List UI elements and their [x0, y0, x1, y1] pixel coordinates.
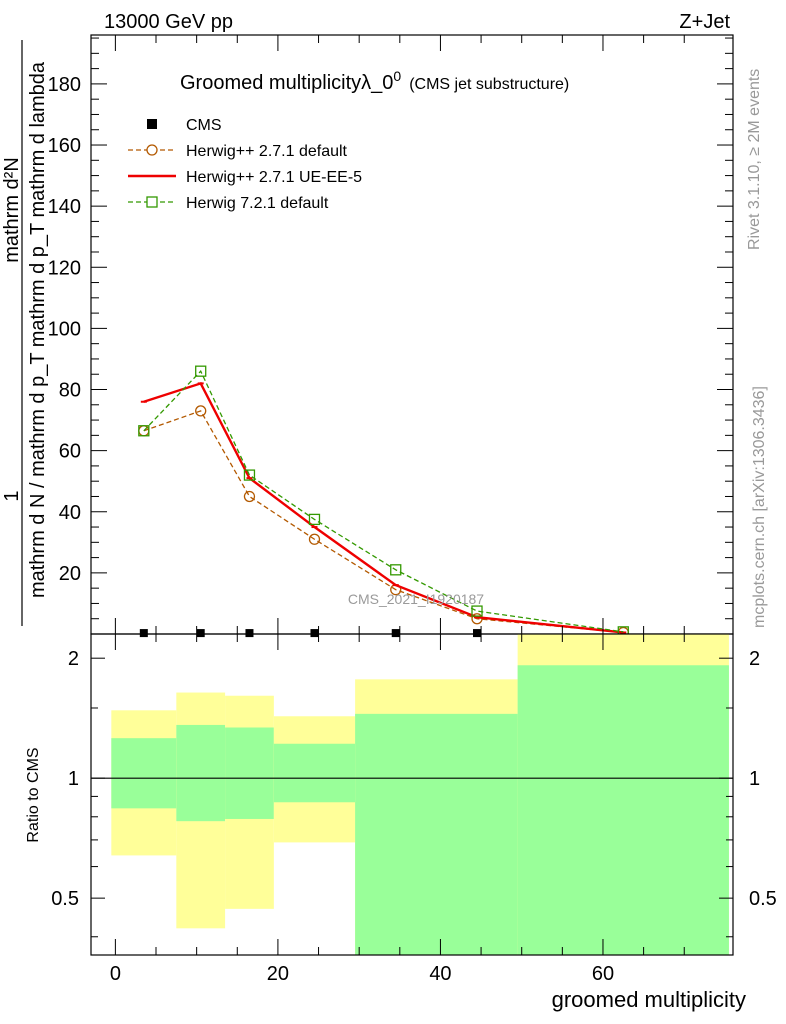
legend-marker-1 [146, 144, 158, 156]
xtick-label-1: 20 [267, 963, 289, 985]
ratio-green-band-2 [225, 727, 274, 819]
chart-title: Groomed multiplicityλ_00 (CMS jet substru… [180, 68, 569, 94]
series-0-point-1 [195, 405, 207, 417]
ratio-green-band-1 [176, 724, 226, 822]
cms-point-1 [196, 629, 205, 638]
main-ytick-label-2: 60 [59, 441, 81, 463]
chart-title-main: Groomed multiplicityλ_0 [180, 72, 393, 94]
x-axis-label: groomed multiplicity [552, 987, 746, 1012]
xtick-label-2: 40 [429, 963, 451, 985]
series-0-point-2 [243, 490, 256, 503]
legend-marker-3 [146, 196, 158, 208]
series-2-point-4 [390, 564, 402, 576]
ratio-ytick-label-left-2: 2 [68, 648, 79, 670]
legend-marker-0 [147, 119, 157, 129]
chart-subtitle: (CMS jet substructure) [409, 76, 569, 93]
series-line-2 [143, 370, 624, 633]
series-2-point-1 [195, 365, 207, 377]
ratio-ytick-label-left-0: 0.5 [51, 888, 79, 910]
ratio-frame [90, 633, 734, 956]
ratio-green-band-3 [273, 743, 356, 803]
side-label-top: Rivet 3.1.10, ≥ 2M events [746, 69, 763, 250]
series-2-point-3 [308, 513, 321, 526]
legend-label-0: CMS [186, 117, 222, 134]
header-right: Z+Jet [679, 11, 730, 33]
main-ytick-label-0: 20 [59, 563, 81, 585]
ratio-y-label: Ratio to CMS [25, 747, 42, 842]
ratio-green-band-4 [355, 713, 518, 955]
main-ytick-label-8: 180 [48, 74, 81, 96]
main-ytick-label-3: 80 [59, 380, 81, 402]
main-ytick-label-5: 120 [48, 257, 81, 279]
y-label-top: mathrm d²N [1, 157, 23, 263]
ratio-ytick-label-right-1: 1 [749, 768, 760, 790]
legend: CMS Herwig++ 2.7.1 default Herwig++ 2.7.1 … [128, 117, 362, 212]
cms-point-5 [473, 629, 482, 638]
legend-label-1: Herwig++ 2.7.1 default [186, 143, 348, 160]
main-axes: 20 40 60 80 100 120 140 160 180 [48, 34, 734, 635]
series-2-point-0 [138, 425, 150, 437]
y-axis-label: 1 mathrm d²N mathrm d N / mathrm d p_T m… [1, 40, 49, 626]
cms-point-2 [245, 629, 254, 638]
legend-label-3: Herwig 7.2.1 default [186, 195, 329, 212]
main-ytick-label-4: 100 [48, 318, 81, 340]
cms-point-4 [391, 629, 400, 638]
watermark: CMS_2021_I1920187 [348, 591, 484, 607]
ratio-axes: 0.5 0.51 12 20 20 40 60 [51, 633, 777, 985]
series-layer [138, 365, 629, 639]
ratio-green-band-5 [517, 665, 729, 955]
chart-title-sup: 0 [393, 68, 401, 84]
ratio-green-band-0 [111, 738, 177, 809]
cms-point-3 [310, 629, 319, 638]
y-label-denominator: mathrm d N / mathrm d p_T mathrm d p_T m… [27, 61, 49, 598]
series-2-point-5 [471, 605, 483, 617]
y-label-numerator: 1 [1, 490, 23, 501]
xtick-label-3: 60 [592, 963, 614, 985]
header-left: 13000 GeV pp [104, 11, 233, 33]
cms-point-0 [139, 629, 148, 638]
main-ytick-label-7: 160 [48, 135, 81, 157]
xtick-label-0: 0 [110, 963, 121, 985]
series-2-point-2 [243, 469, 256, 481]
ratio-plot-area [91, 634, 733, 955]
main-ytick-label-1: 40 [59, 502, 81, 524]
main-ytick-label-6: 140 [48, 196, 81, 218]
series-0-point-3 [308, 533, 321, 545]
ratio-ytick-label-right-2: 2 [749, 648, 760, 670]
legend-label-2: Herwig++ 2.7.1 UE-EE-5 [186, 169, 362, 186]
series-line-0 [143, 410, 624, 634]
ratio-ytick-label-right-0: 0.5 [749, 888, 777, 910]
ratio-ytick-label-left-1: 1 [68, 768, 79, 790]
side-label-bottom: mcplots.cern.ch [arXiv:1306.3436] [751, 386, 768, 628]
